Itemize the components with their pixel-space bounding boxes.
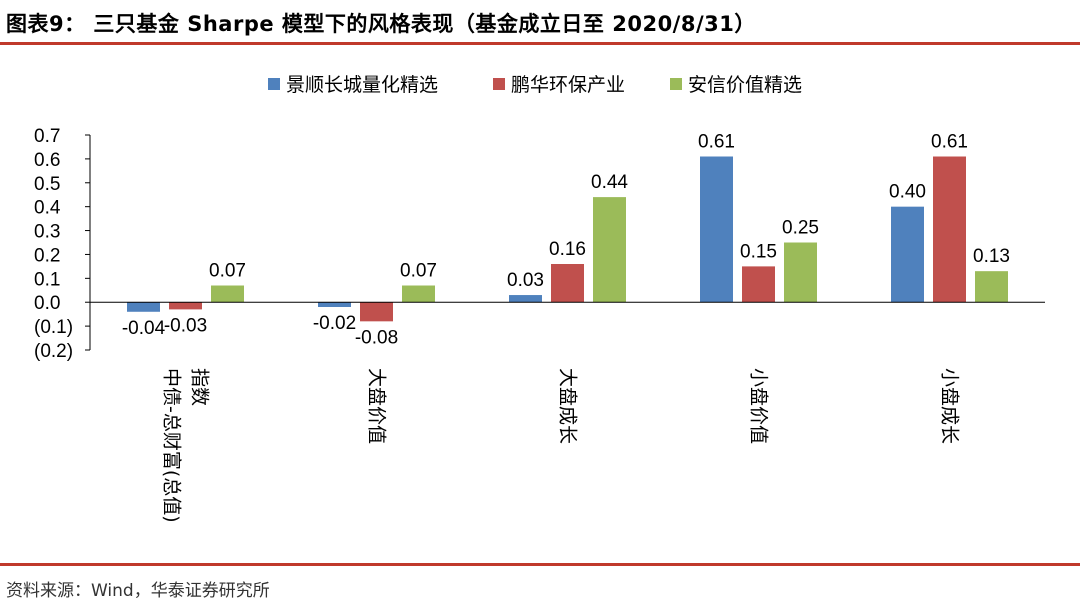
category-label: 大盘成长 <box>557 368 579 444</box>
source-note: 资料来源：Wind，华泰证券研究所 <box>6 581 270 601</box>
bar <box>933 156 966 303</box>
figure-title: 图表9： 三只基金 Sharpe 模型下的风格表现（基金成立日至 2020/8/… <box>6 12 756 36</box>
y-tick-label: 0.0 <box>34 293 60 314</box>
data-label: 0.44 <box>591 172 628 193</box>
data-label: 0.03 <box>507 270 544 291</box>
y-tick-label: 0.6 <box>34 150 60 171</box>
data-label: 0.15 <box>740 241 777 262</box>
bar <box>975 271 1008 303</box>
bottom-rule <box>0 563 1080 566</box>
data-label: 0.40 <box>889 182 926 203</box>
bar <box>127 302 160 312</box>
data-label: 0.13 <box>973 246 1010 267</box>
y-tick-label: (0.2) <box>34 341 73 362</box>
bar <box>360 302 393 322</box>
legend-swatch <box>268 78 280 90</box>
data-label: -0.02 <box>313 313 356 334</box>
chart-legend: 景顺长城量化精选 鹏华环保产业 安信价值精选 <box>268 74 802 96</box>
data-label: 0.61 <box>698 132 735 153</box>
bar <box>509 295 542 303</box>
legend-label: 景顺长城量化精选 <box>286 74 438 96</box>
bar <box>318 302 351 307</box>
legend-swatch <box>670 78 682 90</box>
data-label: -0.08 <box>355 327 398 348</box>
y-tick-label: (0.1) <box>34 317 73 338</box>
data-label: 0.61 <box>931 132 968 153</box>
top-rule <box>0 42 1080 45</box>
y-tick-label: 0.4 <box>34 198 61 219</box>
category-labels: 中债-总财富(总值) 指数 大盘价值 大盘成长 小盘价值 小盘成长 <box>161 368 961 523</box>
bar <box>891 206 924 303</box>
data-label: 0.25 <box>782 218 819 239</box>
y-tick-label: 0.5 <box>34 174 60 195</box>
legend-swatch <box>493 78 505 90</box>
bar <box>402 285 435 303</box>
bar <box>784 242 817 303</box>
y-tick-label: 0.7 <box>34 126 60 147</box>
data-label: -0.03 <box>164 315 207 336</box>
data-label: -0.04 <box>122 318 166 339</box>
data-label: 0.07 <box>209 261 246 282</box>
bar <box>742 266 775 303</box>
bars-group <box>127 156 1008 322</box>
bar <box>700 156 733 303</box>
bar <box>551 264 584 303</box>
bar <box>169 302 202 310</box>
data-label: 0.07 <box>400 261 437 282</box>
bar <box>211 285 244 303</box>
legend-label: 安信价值精选 <box>688 74 802 96</box>
bar <box>593 197 626 303</box>
y-tick-label: 0.1 <box>34 269 60 290</box>
legend-label: 鹏华环保产业 <box>511 74 625 96</box>
category-label: 小盘成长 <box>939 368 961 444</box>
y-axis: 0.7 0.6 0.5 0.4 0.30.2 0.1 0.0 (0.1) (0.2) <box>34 126 91 362</box>
category-label: 大盘价值 <box>366 368 388 444</box>
category-label: 小盘价值 <box>748 368 770 444</box>
category-label: 指数 <box>189 368 211 406</box>
data-label: 0.16 <box>549 239 586 260</box>
y-tick-label: 0.2 <box>34 245 60 266</box>
category-label: 中债-总财富(总值) <box>161 368 183 523</box>
y-tick-label: 0.3 <box>34 222 60 243</box>
data-labels: -0.04 -0.02 0.03 0.61 0.40 -0.03 -0.08 0.16 0.15… <box>122 132 1010 349</box>
